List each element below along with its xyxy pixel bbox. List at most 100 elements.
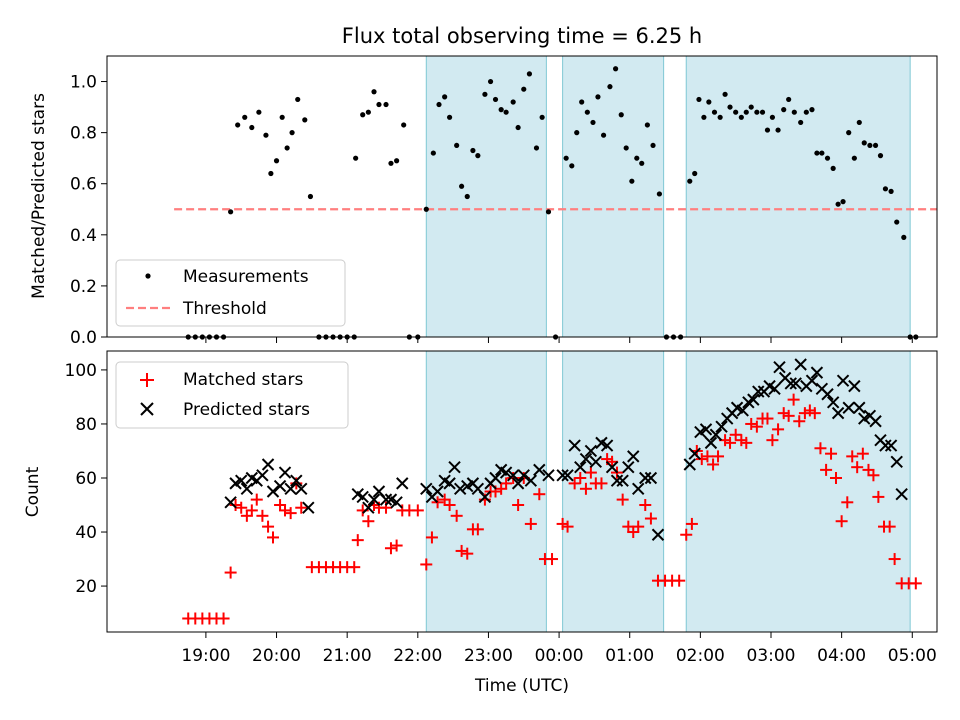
count-panel: 20 40 60 80 100 19:00 20:00 21:00 22:00 23:00 00:…	[23, 350, 938, 696]
matched-star-point	[348, 561, 361, 574]
predicted-star-point	[240, 482, 254, 496]
x-axis-label: Time (UTC)	[474, 676, 569, 696]
observing-window-0	[425, 55, 547, 338]
y-tick-label: 0.0	[70, 328, 97, 348]
y-tick-label: 0.6	[70, 175, 97, 195]
predicted-star-point	[784, 377, 797, 390]
predicted-star-point	[568, 439, 581, 452]
measurement-point	[503, 109, 509, 115]
y-tick-label: 20	[75, 577, 97, 597]
matched-star-point	[766, 434, 779, 447]
predicted-star-point	[794, 358, 807, 371]
matched-star-point	[579, 482, 592, 495]
predicted-star-point	[627, 450, 640, 463]
measurement-point	[701, 114, 707, 120]
matched-star-point	[685, 517, 698, 530]
measurement-point	[781, 107, 787, 113]
predicted-star-point	[773, 361, 786, 374]
matched-star-point	[632, 520, 645, 533]
predicted-star-point	[489, 471, 502, 485]
measurement-point	[872, 142, 879, 149]
measurement-point	[824, 155, 831, 161]
predicted-star-point	[831, 406, 845, 420]
matched-star-point	[761, 412, 774, 425]
predicted-star-point	[768, 382, 781, 396]
predicted-star-point	[895, 487, 908, 501]
ratio-y-axis: 0.0 0.2 0.4 0.6 0.8 1.0	[70, 73, 107, 348]
measurement-point	[388, 160, 394, 166]
measurement-point	[498, 107, 504, 113]
matched-star-point	[639, 499, 652, 512]
x-tick-label: 23:00	[464, 646, 513, 666]
predicted-star-point	[639, 471, 652, 485]
matched-star-point	[568, 477, 581, 490]
matched-star-point	[787, 393, 800, 406]
legend-threshold-label: Threshold	[182, 299, 267, 319]
measurement-point	[775, 127, 781, 133]
predicted-star-point	[884, 439, 898, 452]
measurement-point	[242, 114, 248, 120]
matched-star-point	[909, 577, 922, 590]
predicted-star-point	[443, 477, 456, 490]
matched-star-point	[256, 509, 269, 522]
matched-star-point	[384, 542, 397, 555]
measurement-point	[840, 199, 846, 205]
measurement-point	[639, 160, 645, 166]
count-y-axis: 20 40 60 80 100	[65, 361, 107, 597]
measurement-point	[228, 209, 234, 215]
matched-star-point	[740, 436, 753, 449]
measurement-point	[861, 140, 867, 146]
matched-star-point	[279, 504, 292, 517]
measurement-point	[600, 132, 607, 138]
predicted-star-point	[290, 474, 303, 487]
observing-window-1	[562, 350, 665, 633]
measurement-point	[371, 89, 377, 95]
predicted-star-point	[853, 401, 866, 414]
predicted-star-point	[879, 439, 892, 452]
ratio-panel: 0.0 0.2 0.4 0.6 0.8 1.0 Matched/Predicted sta…	[29, 55, 938, 348]
x-tick-label: 01:00	[605, 646, 654, 666]
predicted-star-point	[821, 388, 834, 401]
ratio-y-label: Matched/Predicted stars	[29, 93, 49, 299]
predicted-star-point	[390, 496, 403, 509]
predicted-star-point	[704, 436, 718, 450]
predicted-star-point	[561, 469, 574, 482]
y-tick-label: 60	[75, 469, 97, 489]
predicted-star-point	[616, 474, 629, 487]
y-tick-label: 40	[75, 523, 97, 543]
predicted-star-point	[524, 474, 538, 487]
predicted-star-point	[574, 460, 587, 474]
x-tick-label: 22:00	[393, 646, 442, 666]
predicted-star-point	[848, 379, 861, 393]
matched-star-point	[750, 420, 763, 433]
matched-star-point	[808, 407, 821, 420]
y-tick-label: 1.0	[70, 73, 97, 93]
measurement-point	[235, 122, 241, 128]
predicted-star-point	[589, 455, 603, 468]
measurement-point	[835, 201, 841, 207]
matched-star-point	[217, 612, 230, 625]
measurement-point	[882, 186, 889, 192]
predicted-star-point	[747, 393, 760, 406]
y-tick-label: 0.2	[70, 277, 97, 297]
measurement-point	[533, 145, 540, 151]
matched-star-point	[820, 463, 833, 476]
measurement-point	[696, 96, 702, 103]
ratio-plot-frame	[106, 55, 938, 338]
measurement-point	[376, 101, 382, 108]
predicted-star-point	[453, 482, 467, 496]
matched-star-point	[856, 447, 869, 460]
y-tick-label: 100	[65, 361, 97, 381]
measurement-point	[791, 109, 797, 115]
measurement-point	[289, 130, 295, 136]
x-tick-label: 04:00	[817, 646, 866, 666]
measurement-point	[769, 114, 776, 120]
matched-star-point	[782, 409, 795, 422]
matched-star-point	[351, 534, 364, 547]
measurement-point	[786, 96, 792, 103]
matched-star-point	[835, 515, 848, 528]
predicted-star-point	[396, 477, 409, 490]
measurement-point	[706, 99, 712, 105]
measurement-point	[302, 117, 308, 123]
